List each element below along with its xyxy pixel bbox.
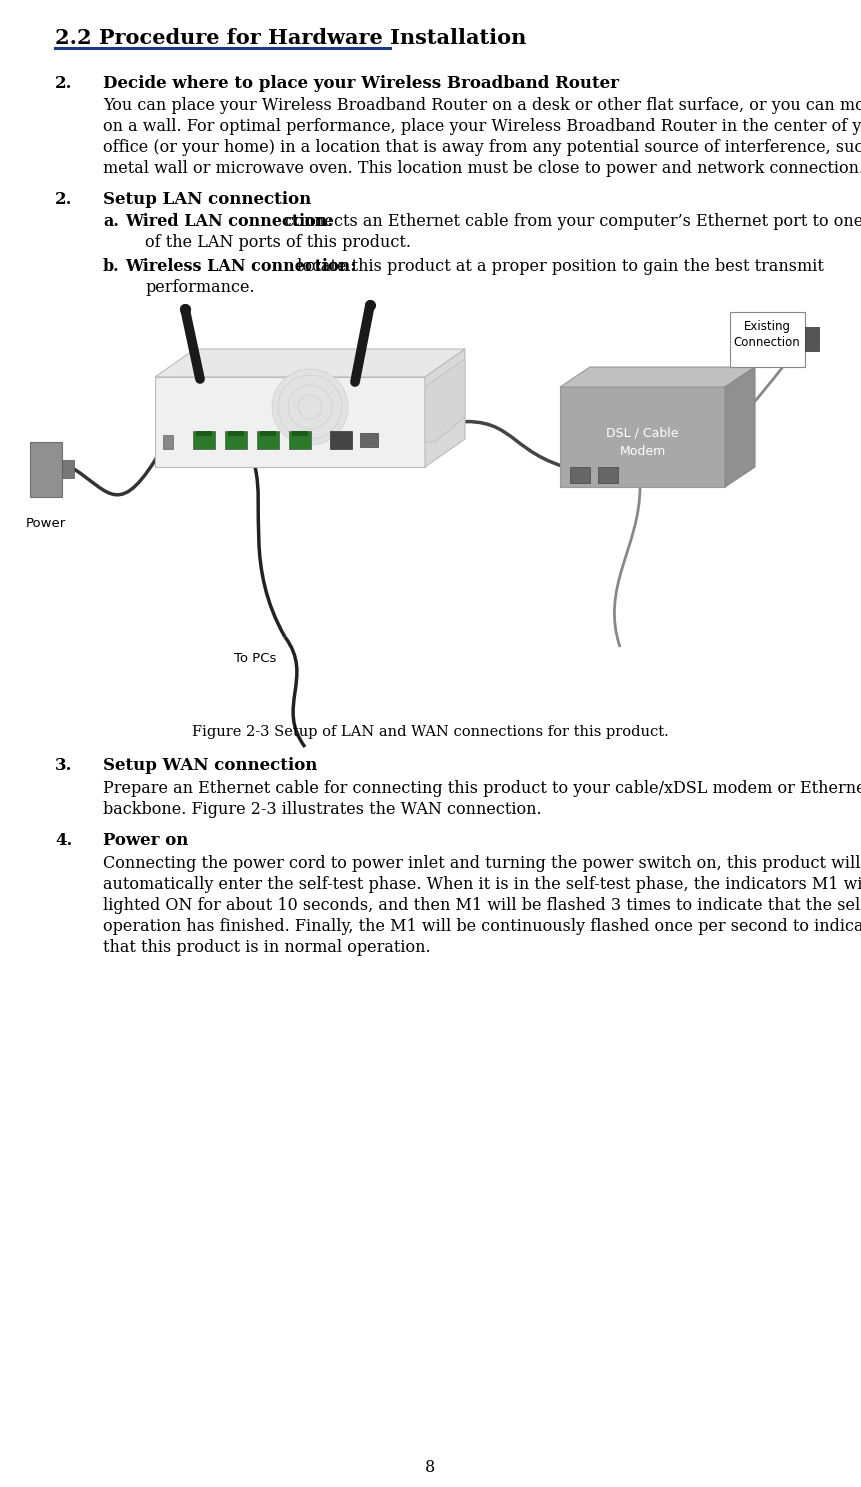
Text: Setup LAN connection: Setup LAN connection bbox=[103, 190, 311, 208]
Text: 3.: 3. bbox=[55, 757, 72, 775]
Polygon shape bbox=[425, 349, 465, 467]
Bar bbox=[257, 431, 279, 449]
Text: Setup WAN connection: Setup WAN connection bbox=[103, 757, 318, 775]
Bar bbox=[730, 312, 805, 367]
Text: Existing: Existing bbox=[744, 320, 790, 333]
Text: Wired LAN connection:: Wired LAN connection: bbox=[125, 213, 333, 230]
Text: b.: b. bbox=[103, 259, 120, 275]
Text: operation has finished. Finally, the M1 will be continuously flashed once per se: operation has finished. Finally, the M1 … bbox=[103, 917, 861, 935]
Text: 2.: 2. bbox=[55, 74, 72, 92]
Text: 2.2 Procedure for Hardware Installation: 2.2 Procedure for Hardware Installation bbox=[55, 28, 526, 48]
Bar bbox=[289, 431, 311, 449]
Text: lighted ON for about 10 seconds, and then M1 will be flashed 3 times to indicate: lighted ON for about 10 seconds, and the… bbox=[103, 897, 861, 915]
Bar bbox=[330, 431, 352, 449]
Text: Decide where to place your Wireless Broadband Router: Decide where to place your Wireless Broa… bbox=[103, 74, 619, 92]
Bar bbox=[292, 431, 308, 436]
Text: Power: Power bbox=[26, 517, 66, 529]
Text: automatically enter the self-test phase. When it is in the self-test phase, the : automatically enter the self-test phase.… bbox=[103, 876, 861, 894]
Bar bbox=[570, 467, 590, 483]
Text: of the LAN ports of this product.: of the LAN ports of this product. bbox=[145, 233, 411, 251]
Text: To PCs: To PCs bbox=[234, 651, 276, 665]
Text: 8: 8 bbox=[425, 1459, 436, 1477]
Text: Connecting the power cord to power inlet and turning the power switch on, this p: Connecting the power cord to power inlet… bbox=[103, 855, 860, 871]
Circle shape bbox=[272, 369, 348, 445]
Text: backbone. Figure 2-3 illustrates the WAN connection.: backbone. Figure 2-3 illustrates the WAN… bbox=[103, 801, 542, 818]
Text: performance.: performance. bbox=[145, 280, 255, 296]
Bar bbox=[598, 467, 618, 483]
Bar bbox=[228, 431, 244, 436]
Text: DSL / Cable: DSL / Cable bbox=[606, 427, 678, 440]
Text: 2.: 2. bbox=[55, 190, 72, 208]
Text: locate this product at a proper position to gain the best transmit: locate this product at a proper position… bbox=[292, 259, 824, 275]
Text: a.: a. bbox=[103, 213, 119, 230]
Text: Wireless LAN connection:: Wireless LAN connection: bbox=[125, 259, 356, 275]
Polygon shape bbox=[560, 387, 725, 488]
Bar bbox=[225, 431, 247, 449]
Text: Power on: Power on bbox=[103, 833, 189, 849]
Polygon shape bbox=[560, 367, 755, 387]
Bar bbox=[196, 431, 212, 436]
Text: connects an Ethernet cable from your computer’s Ethernet port to one: connects an Ethernet cable from your com… bbox=[280, 213, 861, 230]
Text: Figure 2-3 Setup of LAN and WAN connections for this product.: Figure 2-3 Setup of LAN and WAN connecti… bbox=[192, 726, 669, 739]
Text: Connection: Connection bbox=[734, 336, 801, 349]
Text: metal wall or microwave oven. This location must be close to power and network c: metal wall or microwave oven. This locat… bbox=[103, 161, 861, 177]
Bar bbox=[360, 433, 378, 448]
Text: Prepare an Ethernet cable for connecting this product to your cable/xDSL modem o: Prepare an Ethernet cable for connecting… bbox=[103, 781, 861, 797]
Bar bbox=[193, 431, 215, 449]
Polygon shape bbox=[725, 367, 755, 488]
Text: Modem: Modem bbox=[619, 445, 666, 458]
Bar bbox=[30, 442, 62, 497]
Bar bbox=[805, 327, 819, 351]
Polygon shape bbox=[155, 378, 425, 467]
Text: 4.: 4. bbox=[55, 833, 72, 849]
Bar bbox=[0, 297, 861, 717]
Bar bbox=[62, 459, 74, 477]
Polygon shape bbox=[425, 358, 465, 442]
Text: You can place your Wireless Broadband Router on a desk or other flat surface, or: You can place your Wireless Broadband Ro… bbox=[103, 97, 861, 114]
Text: on a wall. For optimal performance, place your Wireless Broadband Router in the : on a wall. For optimal performance, plac… bbox=[103, 117, 861, 135]
Text: that this product is in normal operation.: that this product is in normal operation… bbox=[103, 938, 430, 956]
Text: office (or your home) in a location that is away from any potential source of in: office (or your home) in a location that… bbox=[103, 138, 861, 156]
Bar bbox=[260, 431, 276, 436]
Bar bbox=[163, 436, 173, 449]
Polygon shape bbox=[155, 349, 465, 378]
